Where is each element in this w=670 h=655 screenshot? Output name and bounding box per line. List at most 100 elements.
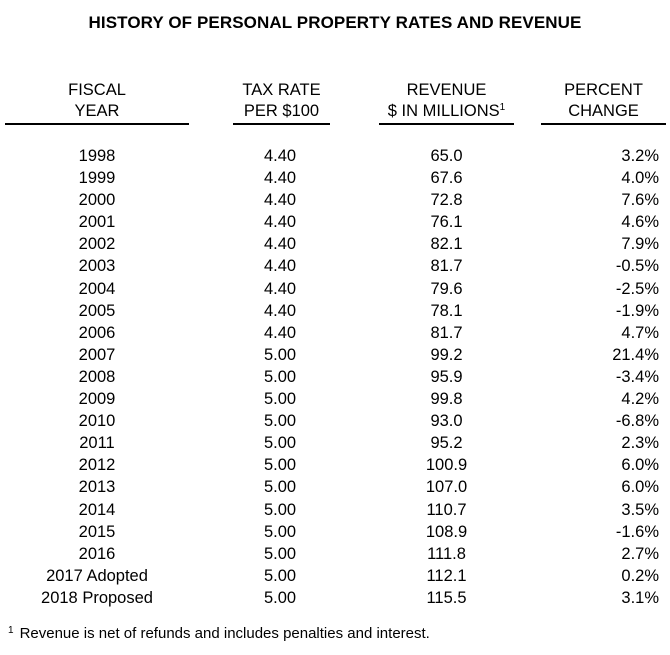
cell-revenue: 111.8 [427,544,466,563]
cell-tax-rate: 5.00 [263,566,297,585]
cell-fiscal-year: 2014 [78,500,116,519]
cell-percent-change: 2.3% [621,434,659,453]
cell-revenue: 107.0 [425,478,468,497]
cell-percent-change: 7.9% [621,235,659,254]
cell-revenue: 79.6 [430,279,463,298]
cell-fiscal-year: 2009 [78,390,116,409]
table-row: 2013 5.00 107.0 6.0% [0,476,670,498]
cell-tax-rate: 4.40 [263,169,297,188]
table-row: 2012 5.00 100.9 6.0% [0,454,670,476]
cell-tax-rate: 5.00 [263,456,297,475]
cell-revenue: 99.8 [430,390,463,409]
cell-fiscal-year: 2010 [78,412,116,431]
cell-revenue: 115.5 [426,588,467,607]
footnote-marker: 1 [8,625,14,636]
table-row: 2004 4.40 79.6 -2.5% [0,278,670,300]
cell-percent-change: 3.1% [621,588,659,607]
cell-tax-rate: 5.00 [263,390,297,409]
cell-percent-change: 0.2% [621,566,659,585]
cell-fiscal-year: 2013 [78,478,116,497]
cell-tax-rate: 5.00 [263,588,297,607]
cell-percent-change: 4.0% [621,169,659,188]
data-table-body: 1998 4.40 65.0 3.2% 1999 4.40 67.6 4.0% 2000 4.40… [0,145,670,609]
cell-tax-rate: 5.00 [263,544,297,563]
cell-tax-rate: 4.40 [263,279,297,298]
cell-revenue: 76.1 [430,213,463,232]
cell-tax-rate: 5.00 [263,412,297,431]
column-header-fiscal-year: FISCAL YEAR [5,80,189,125]
table-row: 1999 4.40 67.6 4.0% [0,167,670,189]
cell-revenue: 108.9 [425,522,468,541]
footnote-reference: 1 [499,102,506,113]
cell-tax-rate: 4.40 [263,301,297,320]
cell-tax-rate: 4.40 [263,191,297,210]
column-header-line2: $ IN MILLIONS [387,102,500,120]
cell-revenue: 78.1 [430,301,463,320]
column-header-line1: TAX RATE [242,81,321,99]
cell-fiscal-year: 2003 [78,257,116,276]
cell-revenue: 82.1 [430,235,463,254]
cell-tax-rate: 5.00 [263,478,297,497]
cell-fiscal-year: 2018 Proposed [41,588,153,607]
cell-tax-rate: 4.40 [263,257,297,276]
cell-revenue: 100.9 [425,456,468,475]
column-header-line2: PER $100 [233,101,330,125]
cell-fiscal-year: 1999 [78,169,116,188]
cell-fiscal-year: 2001 [78,213,116,232]
cell-percent-change: -6.8% [615,412,659,431]
cell-percent-change: 6.0% [621,478,659,497]
cell-tax-rate: 4.40 [263,213,297,232]
cell-percent-change: 7.6% [621,191,659,210]
cell-tax-rate: 5.00 [263,345,297,364]
column-header-line1: FISCAL [68,81,126,99]
cell-revenue: 81.7 [430,257,463,276]
cell-fiscal-year: 2017 Adopted [46,566,148,585]
cell-revenue: 110.7 [426,500,467,519]
cell-percent-change: -1.9% [615,301,659,320]
cell-percent-change: -0.5% [615,257,659,276]
cell-percent-change: 4.2% [621,390,659,409]
cell-revenue: 81.7 [430,323,463,342]
cell-tax-rate: 5.00 [263,522,297,541]
cell-percent-change: 21.4% [612,345,659,364]
table-row: 2003 4.40 81.7 -0.5% [0,255,670,277]
cell-tax-rate: 5.00 [263,434,297,453]
cell-fiscal-year: 2007 [78,345,116,364]
cell-percent-change: 4.7% [621,323,659,342]
column-header-revenue: REVENUE $ IN MILLIONS1 [379,80,514,125]
table-row: 2018 Proposed 5.00 115.5 3.1% [0,587,670,609]
cell-revenue: 65.0 [430,147,463,165]
column-header-line1: REVENUE [406,81,487,99]
table-row: 2000 4.40 72.8 7.6% [0,189,670,211]
table-row: 2015 5.00 108.9 -1.6% [0,521,670,543]
table-row: 2006 4.40 81.7 4.7% [0,322,670,344]
cell-percent-change: -1.6% [615,522,659,541]
cell-tax-rate: 5.00 [263,500,297,519]
column-header-line1: PERCENT [564,81,643,99]
cell-percent-change: 2.7% [621,544,659,563]
cell-revenue: 95.2 [430,434,463,453]
cell-percent-change: 3.5% [621,500,659,519]
cell-percent-change: 4.6% [621,213,659,232]
footnote: 1 Revenue is net of refunds and includes … [8,625,430,642]
column-header-line2: YEAR [5,101,189,125]
table-row: 2016 5.00 111.8 2.7% [0,543,670,565]
table-row: 2005 4.40 78.1 -1.9% [0,300,670,322]
table-row: 2007 5.00 99.2 21.4% [0,344,670,366]
table-row: 2010 5.00 93.0 -6.8% [0,410,670,432]
column-header-line2-wrapper: $ IN MILLIONS1 [379,101,514,125]
table-row: 2008 5.00 95.9 -3.4% [0,366,670,388]
cell-fiscal-year: 2015 [78,522,116,541]
cell-percent-change: 6.0% [621,456,659,475]
cell-fiscal-year: 2016 [78,544,116,563]
table-row: 2001 4.40 76.1 4.6% [0,211,670,233]
column-header-tax-rate: TAX RATE PER $100 [233,80,330,125]
cell-revenue: 93.0 [430,412,463,431]
cell-fiscal-year: 2004 [78,279,116,298]
cell-fiscal-year: 2012 [78,456,116,475]
column-header-line2: CHANGE [541,101,666,125]
cell-percent-change: -2.5% [615,279,659,298]
cell-percent-change: -3.4% [615,367,659,386]
table-row: 2014 5.00 110.7 3.5% [0,499,670,521]
cell-fiscal-year: 2011 [79,434,115,453]
